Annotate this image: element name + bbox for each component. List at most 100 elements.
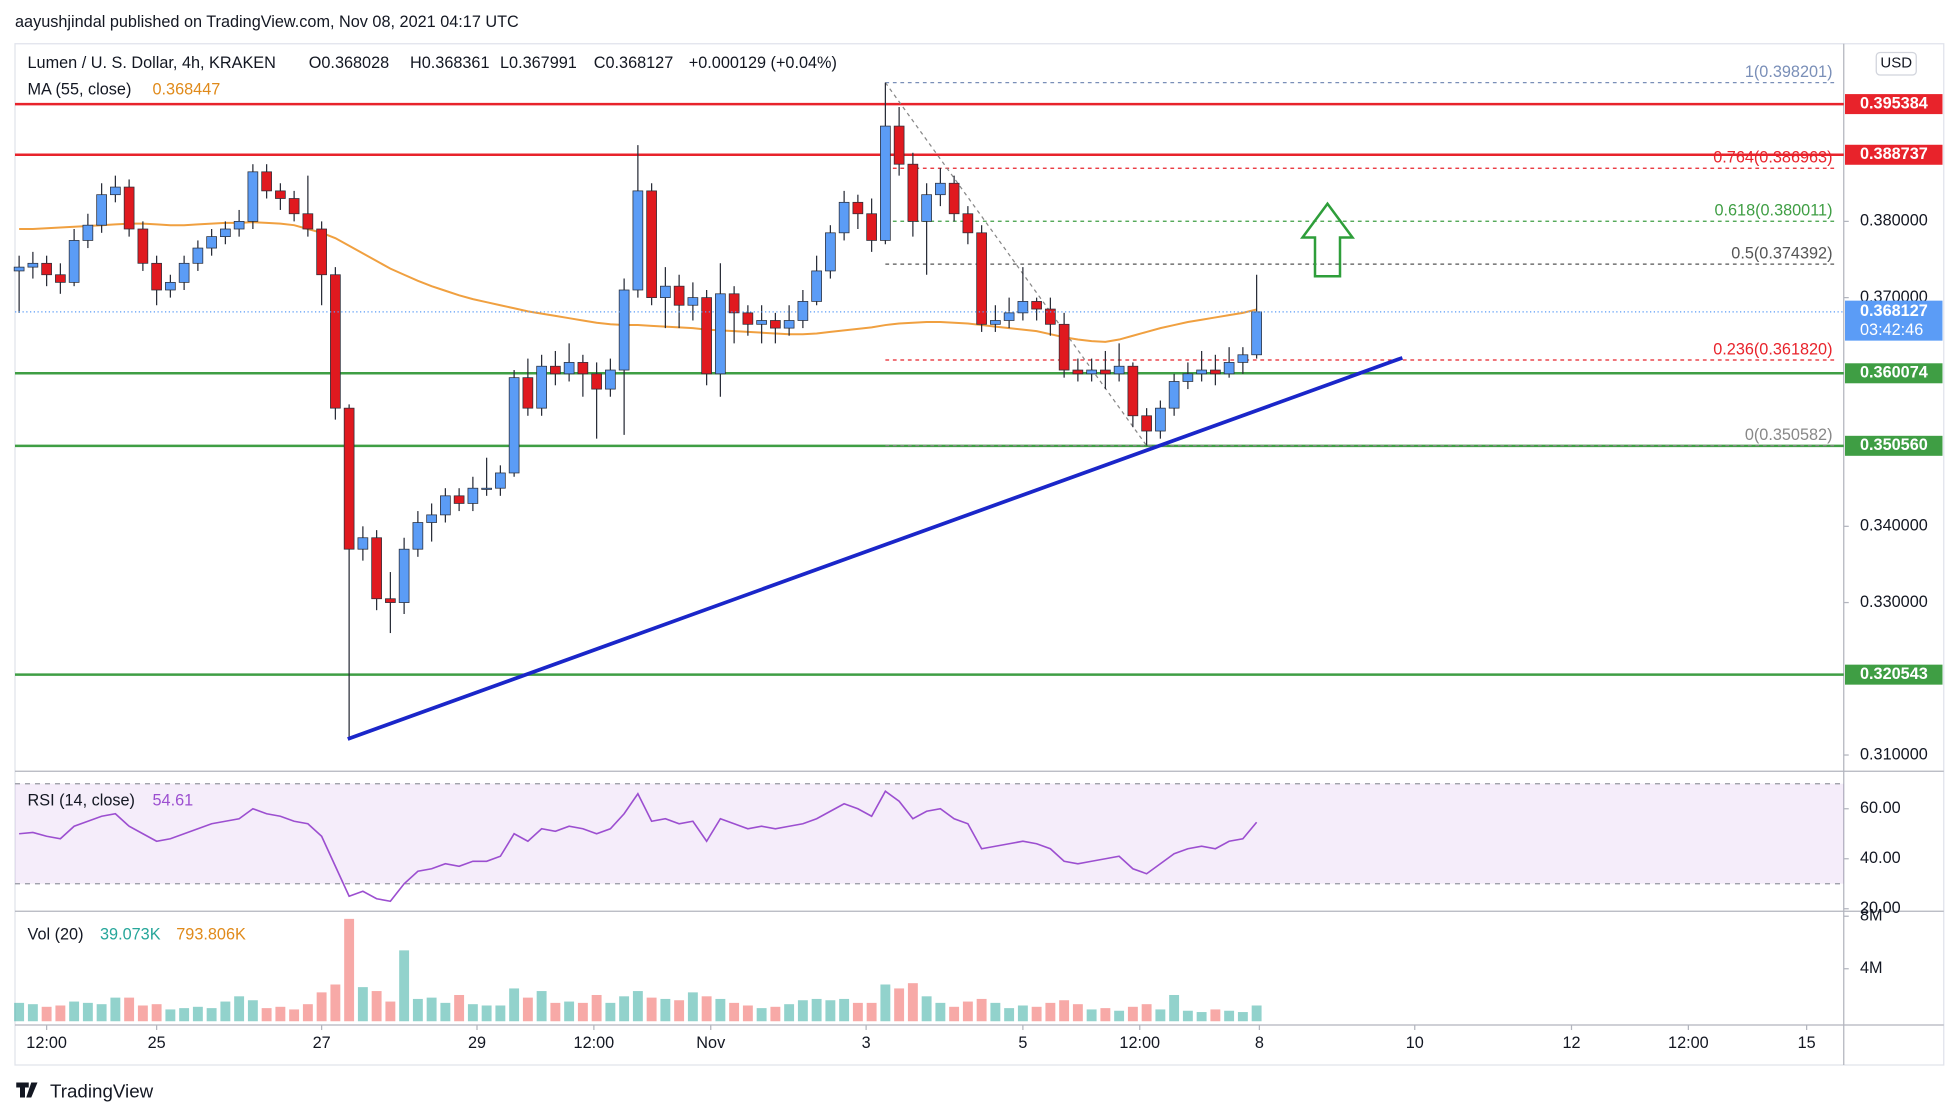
candle-body: [453, 495, 465, 504]
volume-bar: [839, 998, 850, 1022]
volume-legend: Vol (20): [28, 925, 84, 943]
volume-bar: [481, 1005, 492, 1022]
volume-bar: [632, 991, 643, 1022]
volume-bar: [275, 1006, 286, 1022]
candle-body: [797, 301, 809, 321]
candle-body: [990, 320, 1001, 325]
level-label: 0.395384: [1860, 94, 1928, 112]
candle-body: [1113, 365, 1125, 375]
candle-body: [1251, 311, 1262, 356]
volume-value: 39.073K: [100, 925, 161, 943]
candle-body: [1100, 369, 1111, 375]
candle-body: [467, 487, 479, 504]
candle-body: [233, 221, 245, 230]
volume-bar: [509, 988, 520, 1022]
volume-bar: [852, 1002, 863, 1022]
x-tick-label: 12:00: [1119, 1034, 1160, 1052]
ma-legend: MA (55, close): [28, 80, 132, 98]
volume-bar: [137, 1005, 148, 1022]
candle-body: [880, 125, 891, 241]
candle-body: [1086, 369, 1097, 375]
candle-body: [385, 598, 396, 603]
volume-bar: [261, 1008, 272, 1022]
candle-body: [660, 285, 671, 298]
candle-body: [96, 194, 107, 226]
volume-bar: [715, 998, 726, 1022]
volume-bar: [976, 998, 987, 1022]
ohlc-open: O0.368028: [309, 54, 389, 72]
candle-body: [783, 320, 795, 329]
volume-bar: [949, 1006, 960, 1022]
candle-body: [275, 190, 286, 199]
volume-bar: [412, 998, 423, 1022]
candle-body: [1072, 369, 1084, 375]
candle-body: [1045, 308, 1056, 325]
currency-button[interactable]: [1875, 51, 1917, 76]
brand-logo: [16, 1082, 38, 1098]
volume-bar: [69, 1001, 80, 1022]
rsi-band: [15, 783, 1844, 884]
candle-body: [371, 537, 382, 600]
volume-bar: [399, 950, 410, 1022]
rsi-tick-label: 60.00: [1860, 799, 1901, 817]
candle-body: [343, 407, 355, 550]
candle-body: [1127, 365, 1139, 417]
candle-body: [1031, 301, 1042, 310]
y-tick-label: 0.330000: [1860, 593, 1928, 611]
volume-bar: [797, 1000, 808, 1022]
level-label-box: [1845, 664, 1943, 685]
volume-bar: [962, 1001, 973, 1022]
ohlc-high: H0.368361: [410, 54, 490, 72]
ohlc-low: L0.367991: [500, 54, 577, 72]
volume-bar: [990, 1002, 1001, 1022]
rsi-tick-label: 40.00: [1860, 849, 1901, 867]
currency-label[interactable]: USD: [1880, 55, 1912, 72]
candle-body: [495, 472, 506, 489]
fib-label: 0.764(0.386963): [1713, 149, 1832, 167]
volume-bar: [357, 987, 368, 1022]
candle-body: [412, 522, 424, 550]
candle-body: [247, 171, 259, 222]
candle-body: [605, 369, 616, 390]
volume-bar: [27, 1004, 38, 1022]
fib-label: 0.236(0.361820): [1713, 340, 1832, 358]
volume-bar: [1169, 994, 1180, 1022]
candle-body: [316, 228, 327, 276]
candle-body: [948, 182, 960, 215]
volume-bar: [440, 1002, 451, 1022]
candle-body: [398, 548, 410, 603]
candle-body: [687, 297, 699, 306]
candle-body: [1210, 369, 1221, 375]
volume-bar: [577, 1002, 588, 1022]
y-tick-label: 0.380000: [1860, 212, 1928, 230]
candle-body: [935, 182, 946, 196]
x-tick-label: 12:00: [574, 1034, 615, 1052]
candle-body: [715, 293, 726, 375]
volume-bar: [426, 997, 437, 1022]
volume-bar: [344, 918, 355, 1022]
candle-body: [178, 262, 190, 283]
volume-bar: [385, 1001, 396, 1022]
candle-body: [151, 262, 162, 291]
candle-body: [563, 362, 575, 375]
candle-body: [838, 201, 850, 234]
candle-body: [811, 270, 822, 302]
volume-ma-value: 793.806K: [176, 925, 246, 943]
volume-bar: [495, 1005, 506, 1022]
volume-bar: [591, 994, 602, 1022]
x-tick-label: 29: [468, 1034, 486, 1052]
candle-body: [330, 274, 341, 409]
candle-body: [165, 281, 176, 291]
candle-body: [522, 377, 534, 409]
last-price-box: [1845, 300, 1943, 341]
candle-body: [1237, 354, 1249, 363]
volume-bar: [907, 983, 918, 1022]
x-tick-label: Nov: [696, 1034, 726, 1052]
candle-body: [770, 320, 781, 329]
volume-bar: [151, 1004, 162, 1022]
candle-body: [41, 262, 52, 276]
volume-bar: [1059, 1000, 1070, 1022]
candle-body: [632, 190, 644, 291]
